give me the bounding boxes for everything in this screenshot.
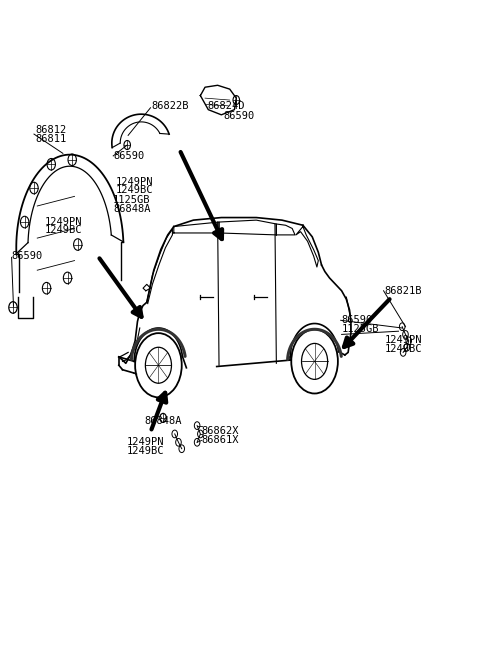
Text: 86861X: 86861X [202, 436, 239, 445]
Text: 86848A: 86848A [113, 204, 151, 215]
Text: 86590: 86590 [113, 151, 144, 161]
Text: 1125GB: 1125GB [342, 324, 379, 335]
Text: 86590: 86590 [342, 316, 373, 325]
Text: 86812: 86812 [35, 125, 66, 135]
Text: 86862X: 86862X [202, 426, 239, 436]
Text: 1249PN: 1249PN [116, 176, 153, 186]
Text: 1125GB: 1125GB [113, 195, 151, 205]
Text: 86824D: 86824D [207, 102, 245, 112]
Text: 1249PN: 1249PN [45, 217, 83, 227]
Text: 86848A: 86848A [144, 416, 182, 426]
Text: 1249BC: 1249BC [116, 185, 153, 195]
Text: 1249BC: 1249BC [45, 226, 83, 236]
Text: 86590: 86590 [12, 251, 43, 261]
Text: 1249BC: 1249BC [384, 344, 422, 354]
Text: 86590: 86590 [224, 111, 255, 121]
Text: 86811: 86811 [35, 134, 66, 144]
Text: 1249BC: 1249BC [127, 446, 165, 457]
Text: 1249PN: 1249PN [127, 438, 165, 447]
Text: 86822B: 86822B [151, 102, 189, 112]
Text: 1249PN: 1249PN [384, 335, 422, 344]
Text: 86821B: 86821B [384, 286, 422, 296]
